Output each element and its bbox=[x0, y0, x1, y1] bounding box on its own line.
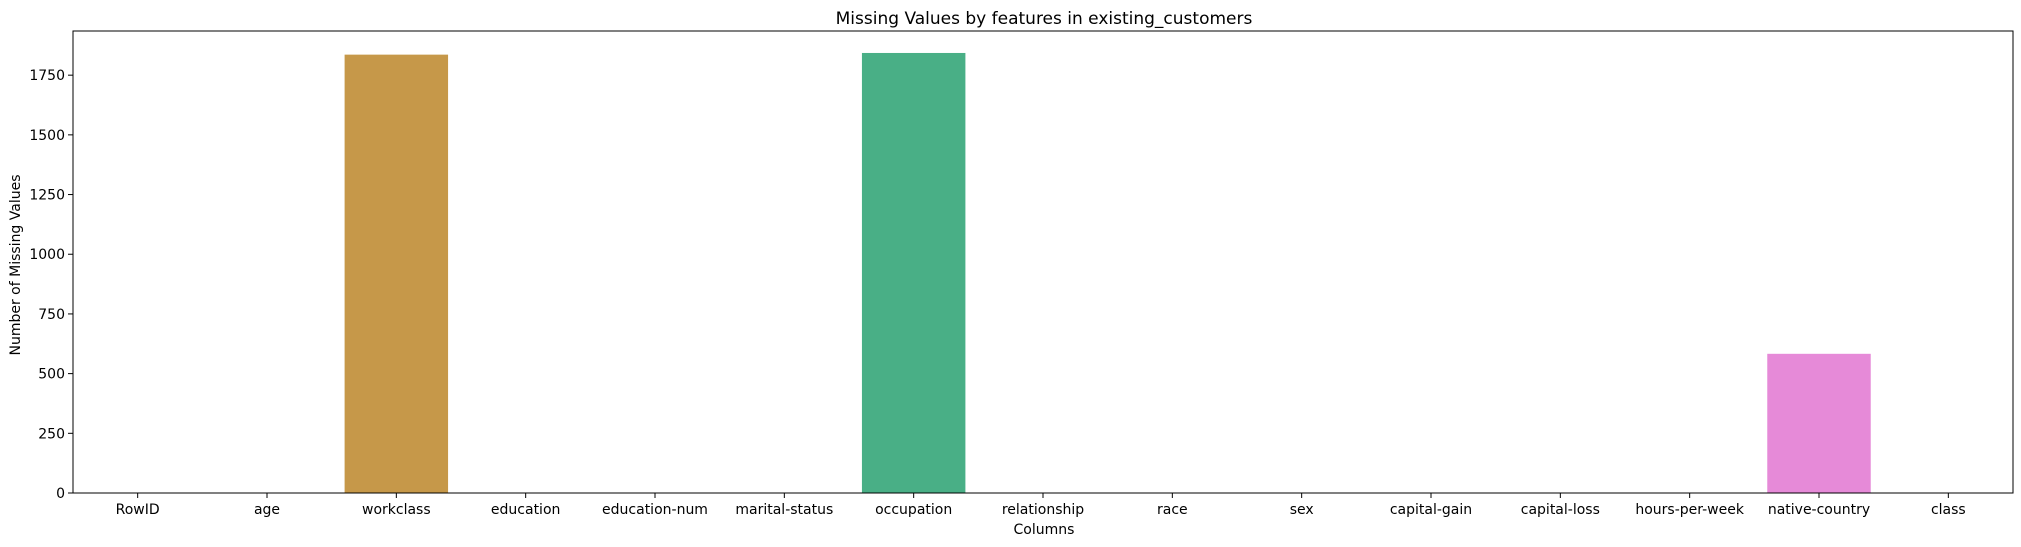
bar-native-country bbox=[1767, 353, 1871, 493]
y-tick-label: 500 bbox=[38, 367, 65, 383]
x-tick-label: capital-gain bbox=[1390, 502, 1472, 518]
bar-occupation bbox=[861, 52, 966, 494]
x-tick-label: native-country bbox=[1768, 502, 1870, 518]
x-tick-label: education bbox=[491, 502, 560, 518]
x-tick-label: education-num bbox=[602, 502, 708, 518]
x-tick-label: class bbox=[1931, 502, 1966, 518]
x-tick-label: age bbox=[254, 502, 280, 518]
x-tick-label: occupation bbox=[875, 502, 952, 518]
bars-group bbox=[344, 52, 1871, 494]
x-axis-label: Columns bbox=[1014, 522, 1075, 538]
y-axis-label: Number of Missing Values bbox=[8, 174, 24, 355]
x-tick-label: hours-per-week bbox=[1635, 502, 1745, 518]
x-tick-label: capital-loss bbox=[1521, 502, 1600, 518]
y-tick-label: 1750 bbox=[29, 68, 65, 84]
x-tick-label: workclass bbox=[362, 502, 431, 518]
y-tick-label: 750 bbox=[38, 307, 65, 323]
x-tick-label: race bbox=[1157, 502, 1188, 518]
y-axis-ticks: 0 250 500 750 1000 1250 1500 1750 bbox=[29, 68, 73, 502]
y-tick-label: 250 bbox=[38, 426, 65, 442]
x-tick-label: marital-status bbox=[735, 502, 833, 518]
x-tick-label: relationship bbox=[1002, 502, 1084, 518]
y-tick-label: 0 bbox=[56, 486, 65, 502]
x-axis-ticks: RowID age workclass education education-num m… bbox=[116, 493, 1966, 518]
y-tick-label: 1000 bbox=[29, 247, 65, 263]
chart-title: Missing Values by features in existing_c… bbox=[836, 9, 1253, 29]
bar-workclass bbox=[344, 54, 449, 494]
x-tick-label: sex bbox=[1290, 502, 1314, 518]
y-tick-label: 1500 bbox=[29, 128, 65, 144]
x-tick-label: RowID bbox=[116, 502, 160, 518]
plot-frame bbox=[72, 30, 2014, 494]
y-tick-label: 1250 bbox=[29, 188, 65, 204]
